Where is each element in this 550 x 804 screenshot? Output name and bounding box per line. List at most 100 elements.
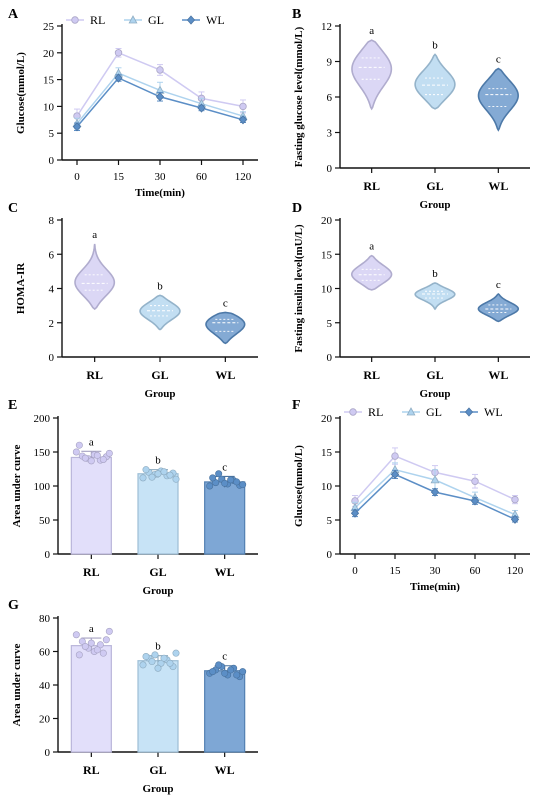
x-axis-title: Group — [145, 388, 176, 400]
panel-G: G 0 20 40 60 80 Area under curve RL GL WL Group a b c — [8, 598, 258, 795]
data-point — [75, 651, 83, 659]
x-axis-title: Group — [143, 585, 174, 597]
legend-label: RL — [90, 13, 105, 27]
significance-letter: b — [432, 39, 438, 51]
y-tick-label: 60 — [39, 647, 51, 659]
y-tick-label: 8 — [49, 215, 55, 227]
bar-group-RL — [70, 441, 113, 555]
data-point — [172, 649, 180, 657]
y-axis-title: Glucose(mmol/L) — [15, 52, 27, 134]
violin-GL — [414, 53, 456, 110]
data-point — [430, 475, 440, 484]
data-point — [102, 636, 110, 644]
legend-label: WL — [206, 13, 225, 27]
x-tick-label: WL — [488, 179, 508, 193]
data-point — [139, 661, 147, 669]
x-tick-label: RL — [83, 565, 100, 579]
violin-GL — [414, 282, 456, 311]
x-tick-label: GL — [426, 368, 443, 382]
data-point — [157, 659, 165, 667]
bar-group-RL — [70, 627, 113, 753]
x-tick-label: RL — [363, 179, 380, 193]
significance-letter: c — [223, 297, 228, 309]
legend-marker — [186, 15, 196, 25]
data-point — [72, 631, 80, 639]
data-point — [215, 661, 223, 669]
data-point — [99, 649, 107, 657]
y-tick-label: 4 — [49, 284, 55, 296]
data-point — [160, 468, 168, 476]
data-point — [470, 496, 480, 506]
legend-label: WL — [484, 405, 503, 419]
x-tick-label: WL — [215, 368, 235, 382]
bar — [204, 670, 246, 753]
x-tick-label: 0 — [74, 171, 80, 183]
data-point — [430, 487, 440, 497]
data-point — [471, 477, 479, 485]
y-tick-label: 0 — [327, 549, 333, 561]
bar — [204, 481, 246, 555]
y-tick-label: 20 — [321, 413, 333, 425]
violin-shape — [139, 294, 181, 331]
data-point — [239, 481, 247, 489]
bar — [70, 456, 112, 555]
y-tick-label: 0 — [45, 747, 51, 759]
panel-letter: B — [292, 7, 301, 22]
violin-RL — [350, 254, 393, 291]
data-point — [78, 637, 86, 645]
y-axis-title: Area under curve — [11, 445, 23, 528]
data-point — [166, 659, 174, 667]
panel-B: B 0 3 6 9 12 Fasting glucose level(mmol/L) RL GL… — [292, 7, 530, 211]
data-point — [390, 469, 400, 480]
y-tick-label: 10 — [43, 101, 55, 113]
violin-RL — [351, 39, 393, 111]
y-tick-label: 10 — [321, 284, 333, 296]
x-tick-label: GL — [151, 368, 168, 382]
legend-marker — [464, 407, 474, 417]
x-tick-label: 30 — [430, 565, 442, 577]
significance-letter: c — [222, 461, 227, 473]
violin-shape — [477, 67, 519, 132]
x-tick-label: 120 — [235, 171, 252, 183]
data-point — [114, 49, 123, 57]
data-point — [350, 508, 360, 518]
x-axis-title: Time(min) — [410, 581, 460, 593]
data-point — [206, 482, 214, 490]
x-tick-label: GL — [149, 763, 166, 777]
legend-label: GL — [426, 405, 442, 419]
data-point — [154, 470, 162, 478]
y-tick-label: 40 — [39, 680, 51, 692]
y-axis-title: Fasting glucose level(mmol/L) — [293, 26, 305, 167]
significance-letter: a — [89, 436, 94, 448]
data-point — [209, 474, 217, 482]
y-tick-label: 3 — [327, 128, 333, 140]
y-axis-title: Fasting insulin level(mU/L) — [293, 224, 305, 353]
y-tick-label: 0 — [327, 163, 333, 175]
x-axis-title: Group — [420, 199, 451, 211]
significance-letter: c — [496, 279, 501, 291]
x-tick-label: GL — [426, 179, 443, 193]
panel-E: E 0 50 100 150 200 Area under curve RL GL WL Group… — [8, 398, 258, 597]
y-axis-title: Area under curve — [11, 644, 23, 727]
y-tick-label: 100 — [34, 481, 51, 493]
significance-letter: b — [157, 280, 163, 292]
data-point — [221, 479, 229, 487]
data-point — [148, 658, 156, 666]
x-tick-label: RL — [363, 368, 380, 382]
y-tick-label: 20 — [321, 215, 333, 227]
bar — [137, 473, 179, 555]
y-tick-label: 20 — [39, 714, 51, 726]
x-tick-label: 30 — [155, 171, 167, 183]
panel-letter: C — [8, 201, 18, 216]
panel-letter: G — [8, 598, 19, 613]
data-point — [156, 66, 164, 74]
legend: RL GL WL — [66, 13, 225, 27]
violin-shape — [74, 243, 116, 311]
y-tick-label: 2 — [49, 318, 55, 330]
data-point — [215, 470, 223, 478]
bar-group-WL — [204, 470, 247, 555]
data-point — [221, 669, 229, 677]
data-point — [511, 495, 519, 504]
panel-letter: A — [8, 7, 19, 22]
violin-WL — [205, 311, 246, 345]
